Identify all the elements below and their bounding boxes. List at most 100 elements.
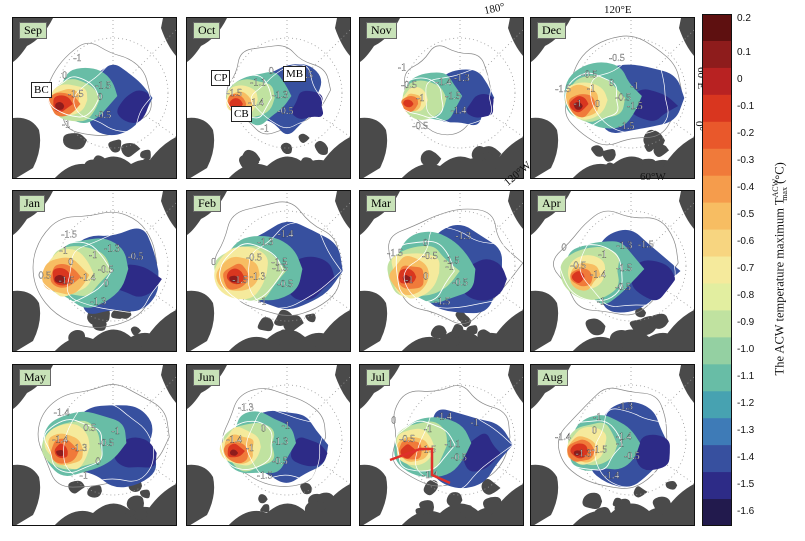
land-island — [419, 500, 434, 514]
contour-label: -1.5 — [619, 121, 635, 132]
contour-label: -1 — [424, 424, 432, 435]
map-oct: -1.3-0.5-1-1.4-1.5-1-1.10-1.5 — [187, 18, 350, 178]
contour-label: -1.5 — [61, 230, 77, 241]
contour-label: 0.5 — [39, 271, 52, 282]
contour-label: -1.5 — [59, 275, 75, 286]
contour-label: -0.5 — [272, 456, 288, 467]
graticule-line — [286, 202, 350, 267]
land-alaska — [187, 464, 215, 525]
land-alaska — [360, 464, 388, 525]
graticule-line — [112, 29, 176, 94]
land-island — [430, 325, 447, 339]
land-island — [665, 480, 678, 490]
graticule-line — [630, 376, 694, 441]
contour-label: -0.5 — [615, 93, 631, 104]
land-island — [643, 129, 665, 150]
graticule-line — [630, 29, 694, 94]
land-island — [455, 310, 467, 322]
colorbar-border — [702, 14, 732, 526]
colorbar-segment — [702, 148, 732, 177]
colorbar-segment — [702, 310, 732, 338]
contour-label: -0.5 — [422, 251, 438, 262]
contour-label: -1.5 — [444, 256, 460, 267]
land-island — [257, 317, 274, 332]
contour-label: -0.5 — [609, 53, 625, 64]
contour-label: -0.5 — [246, 253, 262, 264]
contour-label: -1.5 — [271, 257, 287, 268]
land-scandinavia — [161, 365, 176, 403]
colorbar-tick-label: -0.8 — [737, 289, 755, 301]
land-island — [280, 142, 293, 155]
month-label-may: May — [19, 369, 51, 386]
contour-label: -1.3 — [250, 272, 266, 283]
contour-label: -0.5 — [451, 452, 467, 463]
land-island — [423, 479, 438, 496]
contour-label: -1 — [416, 93, 424, 104]
land-island — [466, 325, 478, 335]
month-label-mar: Mar — [366, 195, 396, 212]
contour-label: -0.5 — [98, 264, 114, 275]
graticule-line — [112, 202, 176, 267]
map-panel-apr: -1.5 -0.5 -1 -1.4 -0.5 0 -1 -1.3 -1.5 Apr — [530, 190, 695, 352]
region-label-cb: CB — [231, 106, 252, 122]
land-island — [239, 154, 260, 171]
contour-line — [250, 64, 325, 129]
land-island — [305, 313, 316, 323]
graticule-line — [286, 376, 350, 441]
contour-label: -1.5 — [257, 471, 273, 482]
contour-label: -1.4 — [226, 435, 242, 446]
land-island — [130, 326, 141, 336]
contour-fill-minus0.1 — [403, 99, 414, 108]
month-label-jan: Jan — [19, 195, 45, 212]
map-feb: -1.5-0.5-1-1.3-1.50 -0.5-1.3-1.4-1.5 — [187, 191, 350, 351]
contour-label: -1 — [258, 297, 266, 308]
contour-label: -1.5 — [445, 91, 461, 102]
land-greenland — [313, 310, 350, 351]
colorbar-gradient — [702, 14, 732, 526]
colorbar-segment — [702, 364, 732, 392]
contour-label: -1 — [405, 275, 413, 286]
map-panel-aug: -1 -0.5 -1.4 -1.5 -1.3 -1.4 0 -1 -1.3 -1.4 Aug — [530, 364, 695, 526]
land-island — [604, 162, 618, 172]
contour-line — [594, 408, 678, 488]
contour-label: -1 — [574, 99, 582, 110]
land-island — [304, 501, 320, 518]
colorbar-segment — [702, 283, 732, 311]
region-label-mb: MB — [283, 66, 307, 82]
contour-line — [220, 420, 273, 470]
land-island — [258, 494, 268, 504]
land-alaska — [187, 117, 215, 178]
map-jul: -1.1-0.5-1.4-1.5-0.50-1-1.4-1 — [360, 365, 523, 525]
contour-fill-0.1 — [229, 449, 239, 456]
land-alaska — [13, 464, 41, 525]
colorbar-segment — [702, 229, 732, 258]
colorbar-tick-label: -0.6 — [737, 236, 755, 248]
contour-label: -1.5 — [616, 263, 632, 274]
colorbar-tick-label: -0.7 — [737, 263, 755, 274]
map-panel-mar: -1 -0.5 -1.5 0 -1 -1.5 -0.5 0 -1.3 -1.5 Mar — [359, 190, 524, 352]
contour-fill-0.1 — [54, 275, 66, 284]
land-scandinavia — [335, 18, 350, 56]
colorbar-tick-label: -1.5 — [737, 478, 755, 490]
contour-label: -1 — [80, 471, 88, 482]
contour-label: -1 — [73, 53, 81, 64]
contour-line — [40, 241, 113, 303]
contour-fill-0.1 — [573, 102, 583, 110]
contour-line — [223, 74, 272, 119]
map-panel-may: -0.5 0 -1 -1.3 -1.4 -1.4 0.5 -1 May — [12, 364, 177, 526]
contour-label: 0 — [98, 92, 103, 103]
land-greenland — [139, 484, 176, 525]
contour-label: 0 — [104, 279, 109, 290]
contour-line — [246, 409, 324, 480]
colorbar-segment — [702, 391, 732, 419]
contour-label: -1.4 — [436, 77, 452, 88]
contour-label: -1 — [593, 412, 601, 423]
contour-label: -1.4 — [52, 435, 68, 446]
colorbar-tick-label: 0 — [737, 74, 743, 86]
colorbar-segment — [702, 472, 732, 500]
land-island — [274, 313, 290, 326]
contour-label: -1.4 — [436, 412, 452, 423]
land-island — [108, 139, 122, 153]
land-island — [585, 318, 606, 336]
land-alaska — [13, 290, 41, 351]
